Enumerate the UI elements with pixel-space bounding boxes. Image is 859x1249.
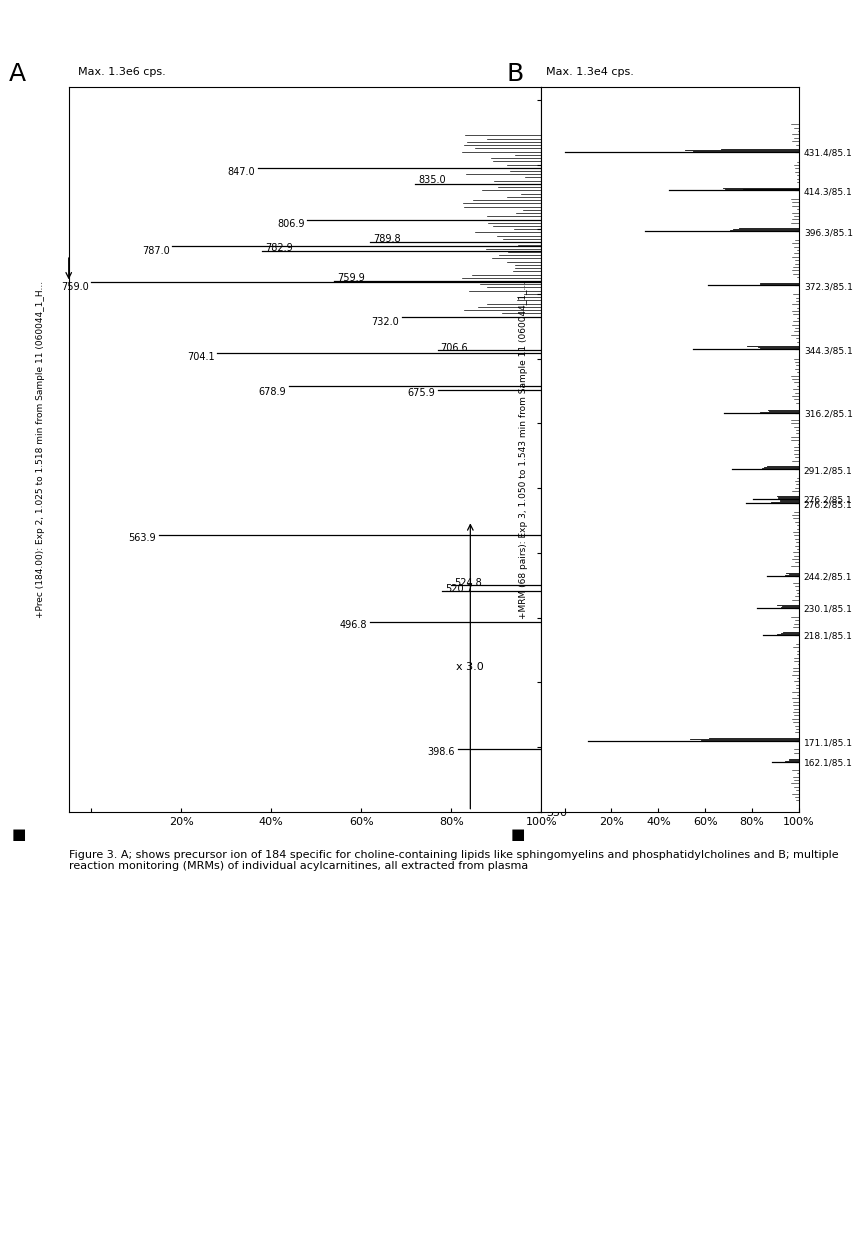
Text: 524.8: 524.8 bbox=[454, 578, 482, 588]
Y-axis label: m/z, amu: m/z, amu bbox=[573, 421, 586, 478]
Text: A: A bbox=[9, 62, 26, 86]
Text: x 3.0: x 3.0 bbox=[456, 662, 484, 672]
Text: 847.0: 847.0 bbox=[228, 166, 255, 176]
Text: Max. 1.3e4 cps.: Max. 1.3e4 cps. bbox=[546, 66, 634, 76]
Text: 732.0: 732.0 bbox=[371, 317, 399, 327]
Text: 759.0: 759.0 bbox=[61, 282, 88, 292]
Text: 398.6: 398.6 bbox=[428, 747, 455, 757]
Text: +MRM (68 pairs): Exp 3, 1.050 to 1.543 min from Sample 11 (060044_1_...: +MRM (68 pairs): Exp 3, 1.050 to 1.543 m… bbox=[520, 281, 528, 618]
Text: Max. 1.3e6 cps.: Max. 1.3e6 cps. bbox=[78, 66, 166, 76]
Text: 759.9: 759.9 bbox=[337, 272, 365, 282]
Text: 706.6: 706.6 bbox=[441, 342, 468, 352]
Text: 835.0: 835.0 bbox=[418, 175, 446, 185]
Text: 806.9: 806.9 bbox=[277, 219, 304, 229]
Text: 704.1: 704.1 bbox=[186, 351, 215, 361]
Text: +Prec (184.00): Exp 2, 1.025 to 1.518 min from Sample 11 (060044_1_H...: +Prec (184.00): Exp 2, 1.025 to 1.518 mi… bbox=[36, 281, 46, 618]
Text: 675.9: 675.9 bbox=[407, 388, 435, 398]
Text: 678.9: 678.9 bbox=[259, 387, 286, 397]
Text: 789.8: 789.8 bbox=[373, 234, 400, 244]
Text: Figure 3. A; shows precursor ion of 184 specific for choline-containing lipids l: Figure 3. A; shows precursor ion of 184 … bbox=[69, 849, 838, 871]
Text: 496.8: 496.8 bbox=[340, 620, 368, 629]
Text: 782.9: 782.9 bbox=[265, 242, 293, 252]
Text: ■: ■ bbox=[12, 827, 27, 842]
Text: 563.9: 563.9 bbox=[128, 533, 156, 543]
Text: ■: ■ bbox=[510, 827, 525, 842]
Text: 787.0: 787.0 bbox=[142, 246, 169, 256]
Text: 520.7: 520.7 bbox=[445, 583, 472, 593]
Text: B: B bbox=[507, 62, 524, 86]
